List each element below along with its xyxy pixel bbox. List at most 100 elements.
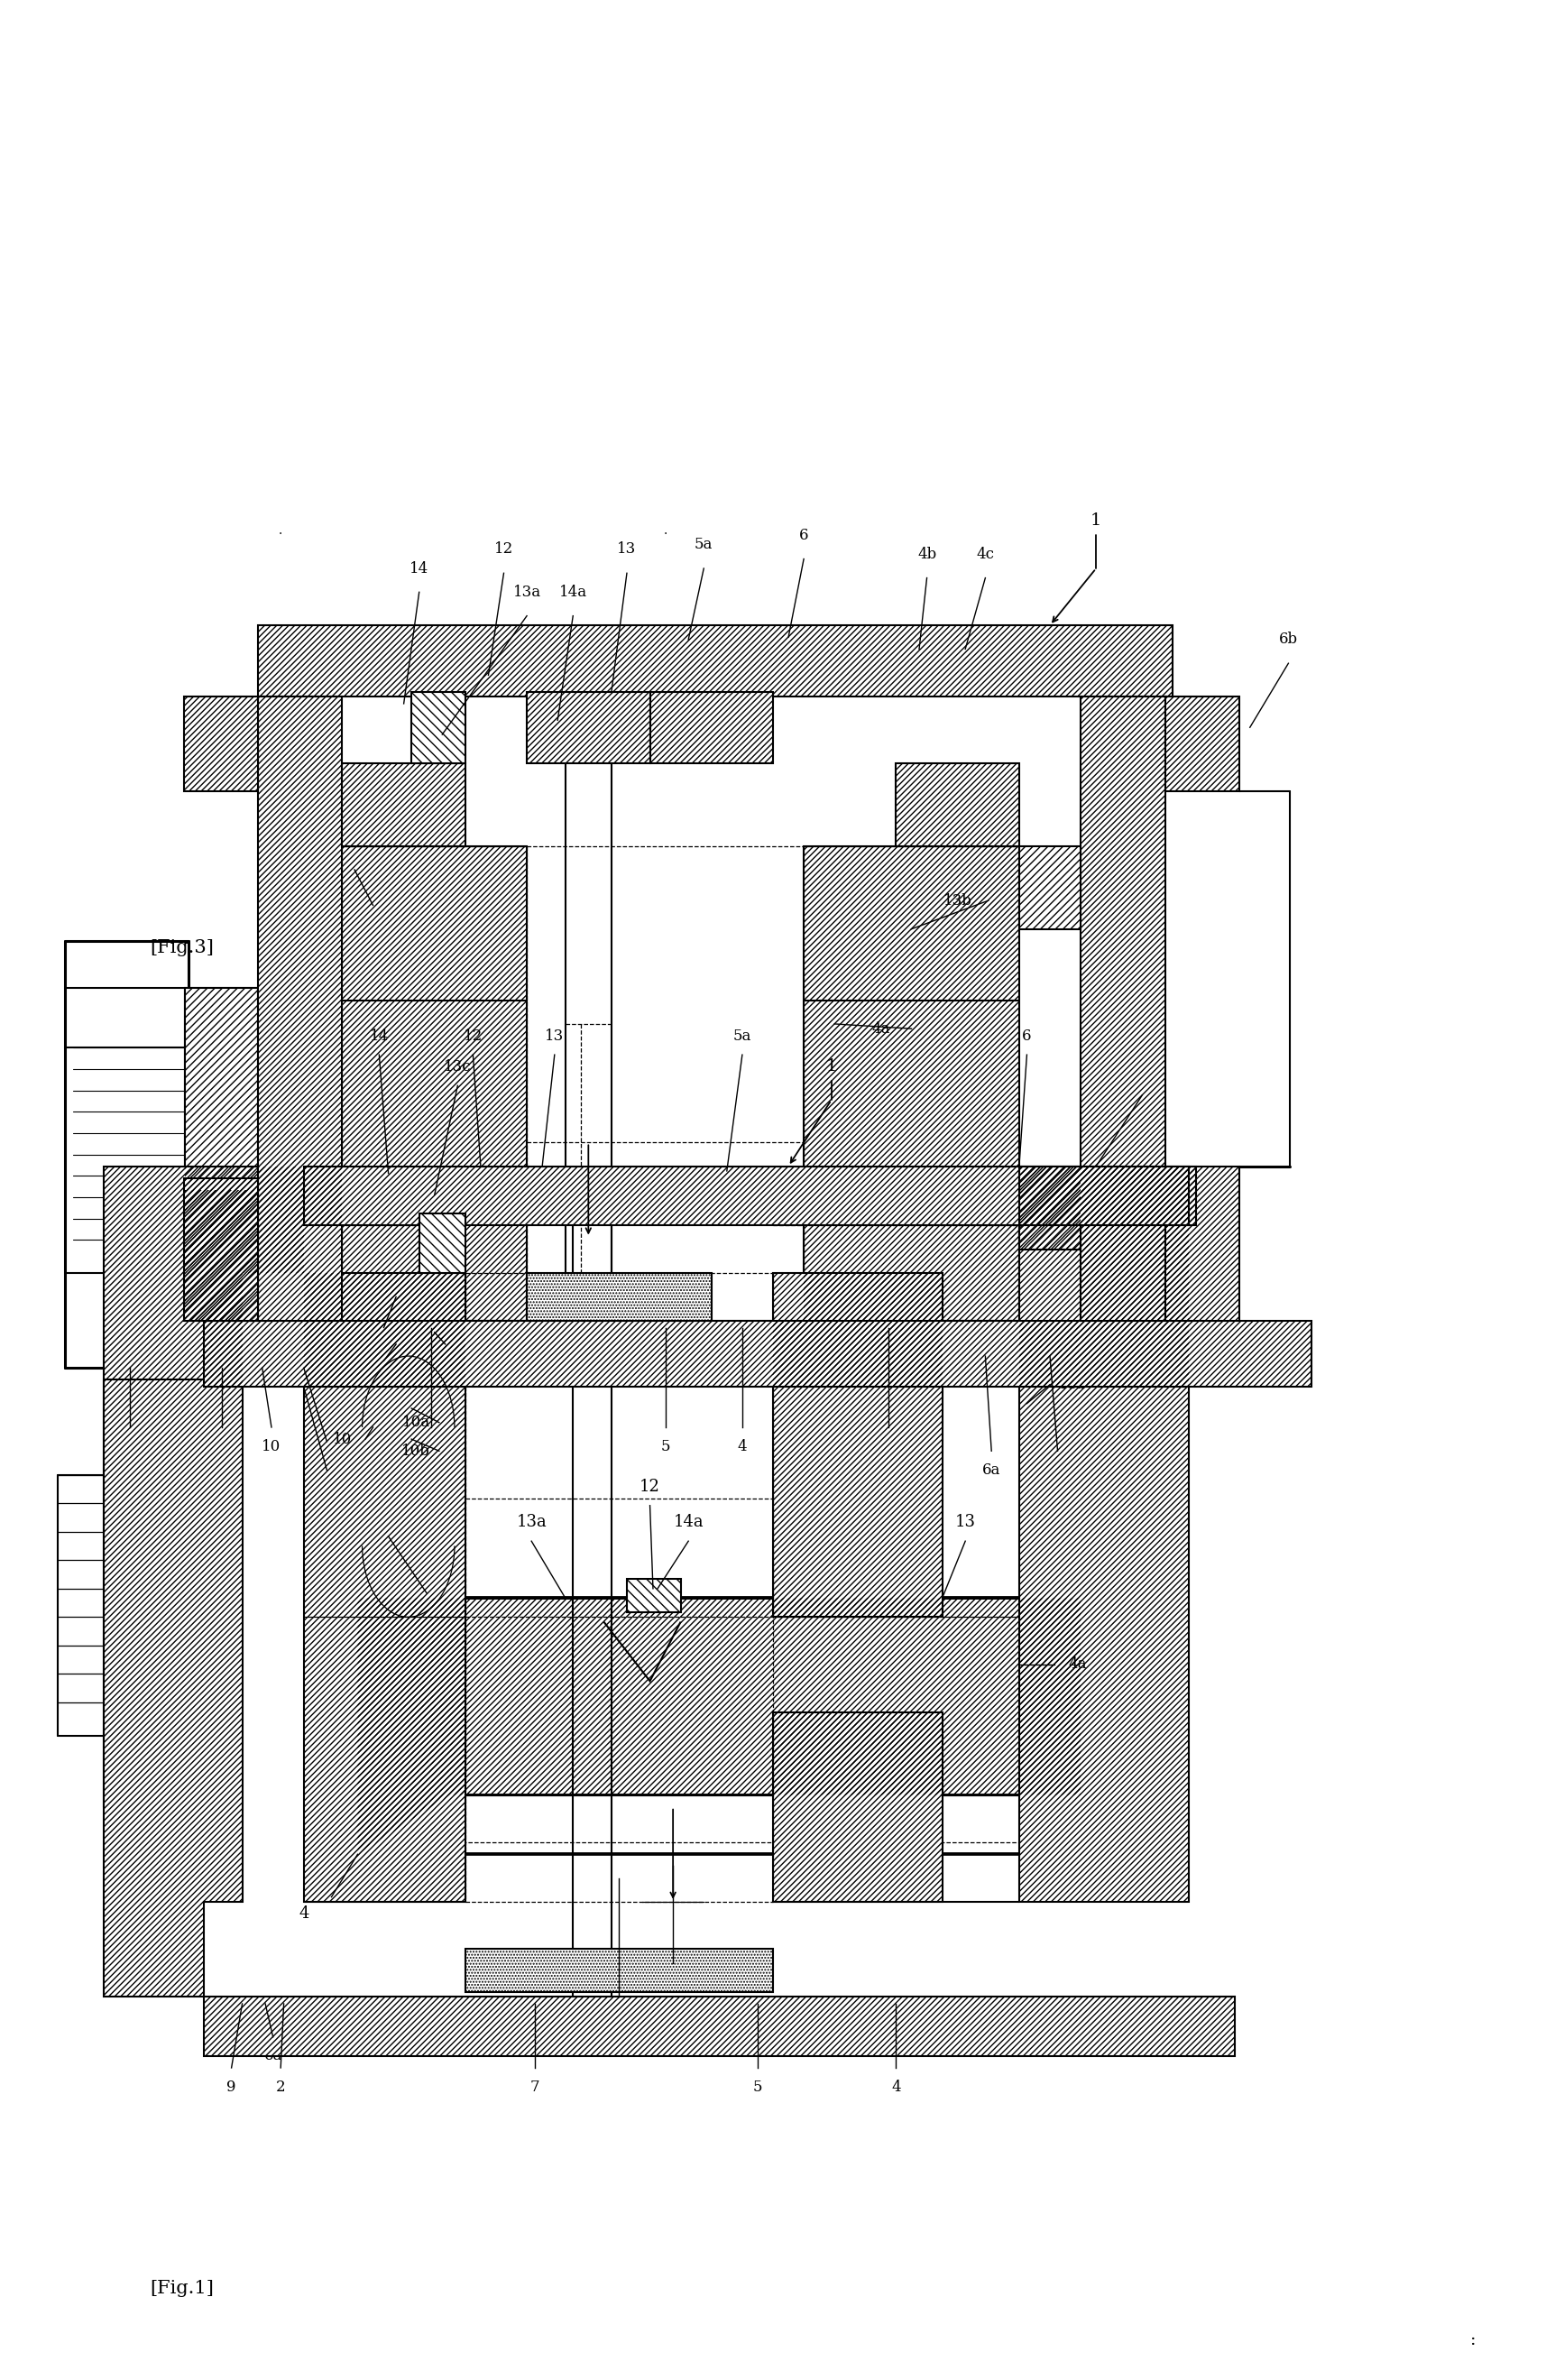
Bar (527, 1273, 711, 1321)
Text: 9: 9 (218, 1438, 227, 1454)
Bar (1019, 1166, 1189, 1226)
Bar (303, 1166, 1197, 1226)
Text: 10b: 10b (402, 1442, 430, 1459)
Text: 1: 1 (1090, 512, 1102, 528)
Text: [Fig.2]: [Fig.2] (150, 1366, 213, 1383)
Bar (411, 693, 465, 764)
Text: 6a: 6a (982, 1461, 1000, 1478)
Text: 13a: 13a (516, 1514, 547, 1530)
Bar (1081, 697, 1166, 1321)
Text: [Fig.1]: [Fig.1] (150, 2280, 213, 2297)
Text: 5: 5 (660, 1438, 669, 1454)
Bar (626, 1578, 680, 1611)
Text: 4b: 4b (917, 547, 937, 562)
Bar (804, 845, 1019, 1321)
Text: 13: 13 (617, 543, 637, 557)
Text: 12: 12 (640, 1478, 660, 1495)
Bar (1166, 697, 1240, 793)
Bar (258, 626, 1173, 697)
Text: 8: 8 (125, 1438, 135, 1454)
Bar (303, 1166, 1197, 1226)
Bar (411, 693, 465, 764)
Text: 4: 4 (892, 2080, 901, 2094)
Bar (1019, 845, 1081, 928)
Text: 14a: 14a (673, 1514, 703, 1530)
Text: 14a: 14a (560, 585, 587, 600)
Text: 5: 5 (753, 2080, 762, 2094)
Bar (204, 1997, 1235, 2056)
Text: 6: 6 (799, 528, 809, 543)
Text: 13b: 13b (1059, 1378, 1087, 1392)
Text: 6: 6 (1022, 1028, 1031, 1042)
Bar (419, 1214, 465, 1273)
Bar (649, 693, 773, 764)
Bar (342, 845, 527, 1321)
Text: 4a: 4a (1068, 1656, 1087, 1673)
Bar (1019, 1166, 1189, 1226)
Text: 14: 14 (410, 562, 428, 576)
Polygon shape (357, 1597, 1081, 1854)
Bar (258, 697, 342, 1321)
Text: 4c: 4c (976, 547, 994, 562)
Bar (186, 1190, 258, 1321)
Bar (204, 1321, 1311, 1388)
Text: 3: 3 (884, 1438, 894, 1454)
Text: 6a: 6a (264, 2049, 283, 2063)
Text: :: : (1470, 2332, 1476, 2349)
Text: 4a: 4a (872, 1021, 890, 1035)
Bar (184, 697, 258, 793)
Bar (773, 1711, 942, 1902)
Bar (1019, 1166, 1081, 1250)
Text: 11: 11 (413, 1338, 431, 1352)
Text: 10a: 10a (402, 1414, 430, 1430)
Text: 12: 12 (495, 543, 513, 557)
Text: 13: 13 (544, 1028, 564, 1042)
Bar (649, 693, 773, 764)
Bar (527, 1273, 711, 1321)
Bar (1166, 1166, 1240, 1321)
Text: 4b: 4b (1133, 1069, 1152, 1083)
Bar (303, 1273, 465, 1902)
Bar (1019, 845, 1081, 928)
Bar (342, 764, 465, 845)
Bar (204, 1321, 1311, 1388)
Bar (204, 1997, 1235, 2056)
Text: 11: 11 (609, 2006, 629, 2023)
Text: 4: 4 (737, 1438, 747, 1454)
Bar (184, 1178, 258, 1321)
Bar (184, 1178, 258, 1321)
Text: 9: 9 (227, 2080, 237, 2094)
Text: 4: 4 (298, 1906, 309, 1921)
Bar (626, 1578, 680, 1611)
Bar (1019, 1226, 1189, 1902)
Bar (258, 626, 1173, 697)
Text: 5a: 5a (694, 538, 713, 552)
Bar (342, 845, 527, 1321)
Text: 10a: 10a (312, 1452, 340, 1468)
Bar (465, 1949, 773, 1992)
Bar (342, 764, 465, 845)
Bar (1166, 1166, 1240, 1321)
Text: .: . (663, 524, 668, 538)
Text: 7: 7 (530, 2080, 540, 2094)
Text: 13: 13 (955, 1514, 976, 1530)
Bar (527, 693, 649, 764)
Bar (186, 1190, 258, 1321)
Text: 2: 2 (1053, 1461, 1062, 1478)
Text: 2: 2 (275, 2080, 286, 2094)
Bar (419, 1214, 465, 1273)
Bar (773, 1711, 942, 1902)
Text: 13b: 13b (943, 892, 972, 909)
Bar (184, 697, 258, 793)
Bar (186, 988, 258, 1273)
Bar (303, 1273, 465, 1902)
Text: 5a: 5a (733, 1028, 751, 1042)
Bar (897, 764, 1019, 845)
Text: 10: 10 (332, 1430, 352, 1447)
Bar (773, 1273, 942, 1616)
Text: .: . (278, 524, 283, 538)
Bar (1081, 697, 1166, 1321)
Text: [Fig.3]: [Fig.3] (150, 940, 213, 957)
Bar (1019, 1166, 1081, 1250)
Bar (773, 1273, 942, 1616)
